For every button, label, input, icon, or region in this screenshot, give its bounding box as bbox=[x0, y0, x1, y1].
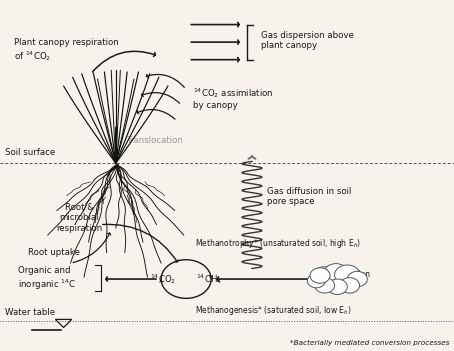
Text: Gas dispersion above
plant canopy: Gas dispersion above plant canopy bbox=[261, 31, 354, 50]
Circle shape bbox=[310, 268, 330, 283]
Circle shape bbox=[340, 278, 360, 293]
Text: *Bacterially mediated conversion processes: *Bacterially mediated conversion process… bbox=[290, 340, 449, 346]
Circle shape bbox=[307, 274, 326, 288]
Text: Methanotrophy* (unsaturated soil, high E$_h$): Methanotrophy* (unsaturated soil, high E… bbox=[195, 237, 361, 251]
Text: Plant canopy respiration
of $^{14}$CO$_2$: Plant canopy respiration of $^{14}$CO$_2… bbox=[14, 38, 118, 64]
Text: $^{14}$CO$_2$: $^{14}$CO$_2$ bbox=[150, 272, 177, 286]
Circle shape bbox=[315, 278, 335, 293]
Text: Methanogenesis* (saturated soil, low E$_h$): Methanogenesis* (saturated soil, low E$_… bbox=[195, 304, 352, 317]
Text: Root uptake: Root uptake bbox=[29, 248, 80, 257]
Text: Gas injection: Gas injection bbox=[320, 270, 370, 279]
Text: $^{14}$CO$_2$ assimilation
by canopy: $^{14}$CO$_2$ assimilation by canopy bbox=[193, 86, 274, 111]
Text: $^{14}$CH$_4$: $^{14}$CH$_4$ bbox=[196, 272, 222, 286]
Text: Organic and
inorganic $^{14}$C: Organic and inorganic $^{14}$C bbox=[18, 266, 77, 292]
Text: Soil surface: Soil surface bbox=[5, 148, 55, 157]
Circle shape bbox=[311, 267, 338, 288]
Circle shape bbox=[327, 279, 347, 294]
Text: Root &
microbial
respiration: Root & microbial respiration bbox=[56, 203, 103, 232]
Circle shape bbox=[324, 264, 348, 282]
Circle shape bbox=[335, 265, 360, 285]
Text: Gas diffusion in soil
pore space: Gas diffusion in soil pore space bbox=[267, 187, 351, 206]
Text: Water table: Water table bbox=[5, 308, 54, 317]
Circle shape bbox=[347, 271, 367, 287]
Text: Translocation: Translocation bbox=[127, 136, 184, 145]
